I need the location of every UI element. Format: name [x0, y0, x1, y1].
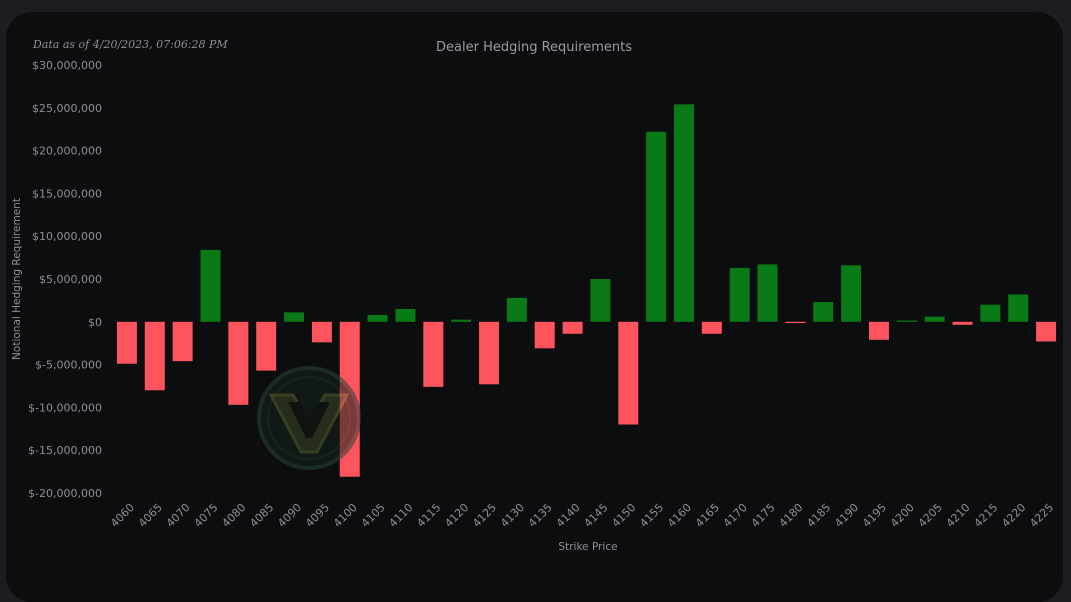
x-tick-label: 4085: [247, 501, 276, 530]
bar: [896, 320, 917, 322]
bars-group: [116, 104, 1057, 477]
x-tick-label: 4060: [108, 501, 137, 530]
x-tick-label: 4135: [526, 501, 555, 530]
x-tick-label: 4225: [1027, 501, 1056, 530]
bar: [506, 297, 527, 322]
x-tick-label: 4170: [721, 501, 750, 530]
x-tick-label: 4165: [693, 501, 722, 530]
bar: [1008, 294, 1029, 322]
bar: [868, 321, 889, 340]
x-tick-label: 4110: [387, 501, 416, 530]
y-axis-ticks: $30,000,000 $25,000,000 $20,000,000 $15,000…: [28, 59, 102, 500]
bar: [618, 321, 639, 425]
x-tick-label: 4205: [916, 501, 945, 530]
bar: [172, 321, 193, 362]
bar: [311, 321, 332, 343]
bar: [200, 249, 221, 322]
x-tick-label: 4215: [971, 501, 1000, 530]
bar: [367, 314, 388, 322]
bar: [729, 267, 750, 322]
bar: [785, 321, 806, 324]
data-timestamp: Data as of 4/20/2023, 07:06:28 PM: [33, 38, 228, 51]
x-tick-label: 4125: [470, 501, 499, 530]
x-tick-label: 4130: [498, 501, 527, 530]
chart-title: Dealer Hedging Requirements: [436, 40, 632, 55]
bar: [562, 321, 583, 334]
x-tick-label: 4155: [637, 501, 666, 530]
bar: [284, 312, 305, 322]
bar: [479, 321, 500, 385]
y-tick-label: $25,000,000: [32, 102, 102, 115]
y-axis-label: Notional Hedging Requirement: [11, 198, 23, 360]
x-tick-label: 4105: [359, 501, 388, 530]
y-tick-label: $10,000,000: [32, 230, 102, 243]
x-tick-label: 4070: [164, 501, 193, 530]
bar: [256, 321, 277, 371]
bar: [1036, 321, 1057, 342]
x-tick-label: 4185: [804, 501, 833, 530]
chart-panel: Data as of 4/20/2023, 07:06:28 PM: [6, 12, 1063, 602]
bar: [757, 264, 778, 322]
bar: [395, 308, 416, 322]
y-tick-label: $30,000,000: [32, 59, 102, 72]
bar: [228, 321, 249, 405]
x-tick-label: 4190: [832, 501, 861, 530]
y-tick-label: $-15,000,000: [28, 444, 102, 457]
y-tick-label: $-20,000,000: [28, 487, 102, 500]
bar: [590, 279, 611, 322]
bar: [116, 321, 137, 364]
bar: [646, 131, 667, 322]
x-tick-label: 4195: [860, 501, 889, 530]
y-tick-label: $-10,000,000: [28, 401, 102, 414]
x-tick-label: 4210: [944, 501, 973, 530]
bar: [813, 302, 834, 322]
bar: [980, 304, 1001, 322]
bar: [144, 321, 165, 391]
y-tick-label: $0: [88, 316, 102, 329]
x-tick-label: 4115: [414, 501, 443, 530]
bar: [451, 319, 472, 322]
x-tick-label: 4200: [888, 501, 917, 530]
y-tick-label: $20,000,000: [32, 145, 102, 158]
bar: [952, 321, 973, 325]
bar: [841, 265, 862, 322]
bar: [924, 316, 945, 322]
x-tick-label: 4150: [609, 501, 638, 530]
v-logo-icon: [257, 366, 361, 470]
y-tick-label: $15,000,000: [32, 187, 102, 200]
x-tick-label: 4090: [275, 501, 304, 530]
bar: [423, 321, 444, 387]
x-tick-label: 4075: [192, 501, 221, 530]
bar: [673, 104, 694, 322]
x-axis-label: Strike Price: [558, 541, 617, 553]
x-tick-label: 4065: [136, 501, 165, 530]
x-tick-label: 4095: [303, 501, 332, 530]
x-tick-label: 4175: [749, 501, 778, 530]
x-tick-label: 4145: [582, 501, 611, 530]
x-tick-label: 4080: [219, 501, 248, 530]
y-tick-label: $5,000,000: [39, 273, 102, 286]
x-tick-label: 4180: [777, 501, 806, 530]
x-tick-label: 4140: [554, 501, 583, 530]
x-tick-label: 4100: [331, 501, 360, 530]
x-axis-ticks: 4060406540704075408040854090409541004105…: [108, 501, 1056, 530]
bar: [534, 321, 555, 349]
x-tick-label: 4160: [665, 501, 694, 530]
x-tick-label: 4120: [442, 501, 471, 530]
y-tick-label: $-5,000,000: [35, 359, 102, 372]
x-tick-label: 4220: [999, 501, 1028, 530]
bar: [701, 321, 722, 334]
